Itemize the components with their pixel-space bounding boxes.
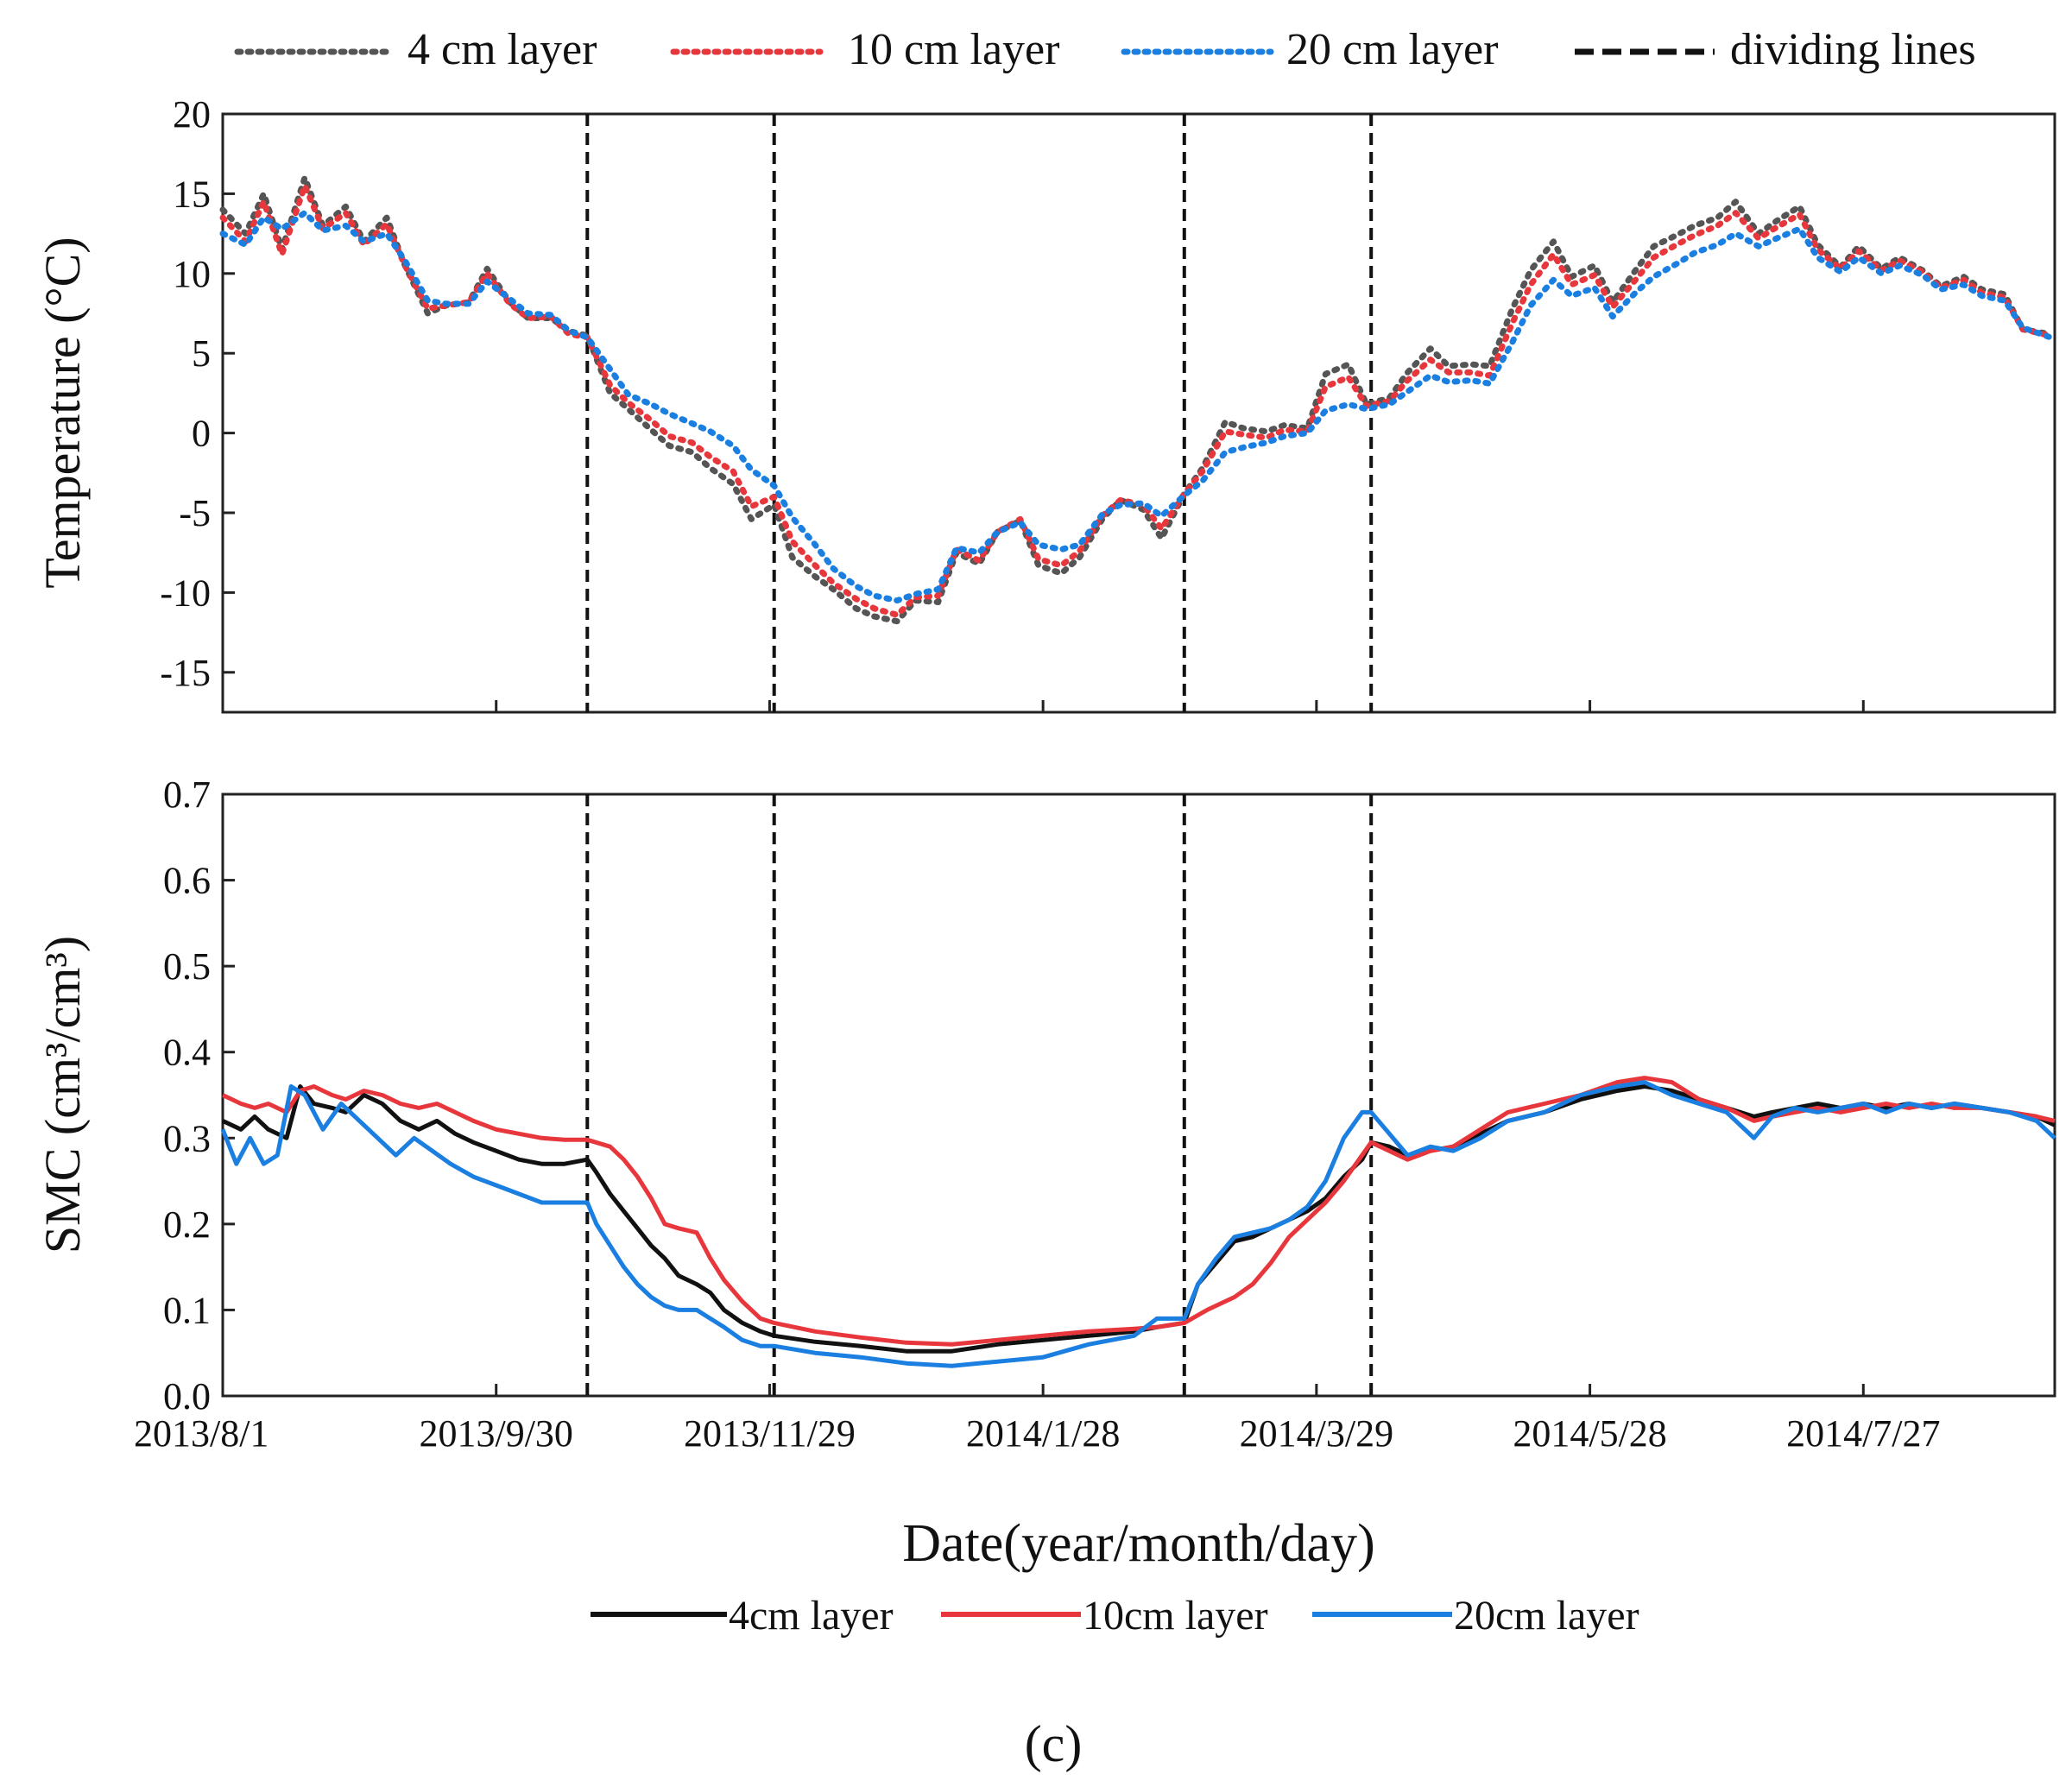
smc-y-tick-label: 0.0 xyxy=(163,1375,211,1418)
temp-y-tick-label: -5 xyxy=(179,492,211,534)
smc-plot-frame xyxy=(221,792,2056,1398)
smc-x-tick-label: 2014/1/28 xyxy=(966,1412,1120,1455)
smc-series-20cm-layer xyxy=(220,1080,2056,1368)
smc-y-tick-label: 0.1 xyxy=(163,1289,211,1331)
temp-y-tick-label: 0 xyxy=(192,413,211,455)
temp-y-tick-label: -15 xyxy=(160,652,211,694)
temperature-dividing-lines xyxy=(585,114,1374,712)
temp-series-4-cm-layer xyxy=(219,174,2054,625)
smc-y-tick-label: 0.5 xyxy=(163,945,211,988)
smc-y-tick-label: 0.3 xyxy=(163,1117,211,1159)
smc-series-10cm-layer xyxy=(221,1076,2056,1347)
legend-label-4cm: 4 cm layer xyxy=(407,25,597,74)
smc-x-tick-label: 2013/8/1 xyxy=(134,1412,268,1455)
temperature-panel: -15 -10 -5 0 5 10 15 20 Temperature (°C) xyxy=(35,93,2056,714)
smc-x-tick-label: 2014/5/28 xyxy=(1513,1412,1666,1455)
temp-y-tick-label: 20 xyxy=(173,93,211,136)
smc-panel: 0.0 0.1 0.2 0.3 0.4 0.5 0.6 0.7 2013/8/1 2013/9/… xyxy=(35,774,2056,1573)
smc-y-tick-label: 0.2 xyxy=(163,1203,211,1246)
smc-y-axis-title: SMC (cm³/cm³) xyxy=(35,936,91,1253)
temp-series-20-cm-layer xyxy=(219,210,2054,604)
smc-series-4cm-layer xyxy=(221,1084,2056,1354)
figure-panel-label: (c) xyxy=(1025,1715,1083,1772)
legend-label-10cm: 10 cm layer xyxy=(848,25,1059,74)
smc-y-tick-label: 0.4 xyxy=(163,1032,211,1074)
temp-y-tick-label: -10 xyxy=(160,571,211,614)
smc-x-tick-label: 2013/9/30 xyxy=(419,1412,572,1455)
temperature-series-group xyxy=(219,174,2054,625)
legend-label-dividing-lines: dividing lines xyxy=(1730,25,1976,74)
smc-y-tick-label: 0.7 xyxy=(163,774,211,816)
temperature-plot-frame xyxy=(221,112,2056,714)
temperature-y-axis: -15 -10 -5 0 5 10 15 20 xyxy=(160,93,235,694)
temperature-x-axis xyxy=(221,700,1865,712)
temperature-y-axis-title: Temperature (°C) xyxy=(35,237,91,588)
temp-y-tick-label: 15 xyxy=(173,173,211,215)
x-axis-title: Date(year/month/day) xyxy=(902,1514,1374,1573)
temp-series-10-cm-layer xyxy=(219,182,2054,618)
legend-label-4cm-solid: 4cm layer xyxy=(729,1593,894,1639)
smc-x-tick-label: 2013/11/29 xyxy=(684,1412,856,1455)
smc-y-axis: 0.0 0.1 0.2 0.3 0.4 0.5 0.6 0.7 xyxy=(163,774,235,1418)
smc-legend: 4cm layer 10cm layer 20cm layer xyxy=(591,1593,1639,1639)
temp-y-tick-label: 5 xyxy=(192,332,211,375)
smc-x-axis: 2013/8/1 2013/9/30 2013/11/29 2014/1/28 2014… xyxy=(134,1384,1941,1455)
smc-series-group xyxy=(220,1076,2056,1368)
smc-y-tick-label: 0.6 xyxy=(163,860,211,902)
smc-x-tick-label: 2014/3/29 xyxy=(1240,1412,1393,1455)
legend-label-20cm: 20 cm layer xyxy=(1286,25,1498,74)
legend-label-20cm-solid: 20cm layer xyxy=(1454,1593,1639,1639)
temp-y-tick-label: 10 xyxy=(173,253,211,295)
smc-dividing-lines xyxy=(585,794,1374,1396)
legend-label-10cm-solid: 10cm layer xyxy=(1083,1593,1268,1639)
temperature-legend: 4 cm layer 10 cm layer 20 cm layer divid… xyxy=(234,25,1976,74)
smc-x-tick-label: 2014/7/27 xyxy=(1786,1412,1940,1455)
